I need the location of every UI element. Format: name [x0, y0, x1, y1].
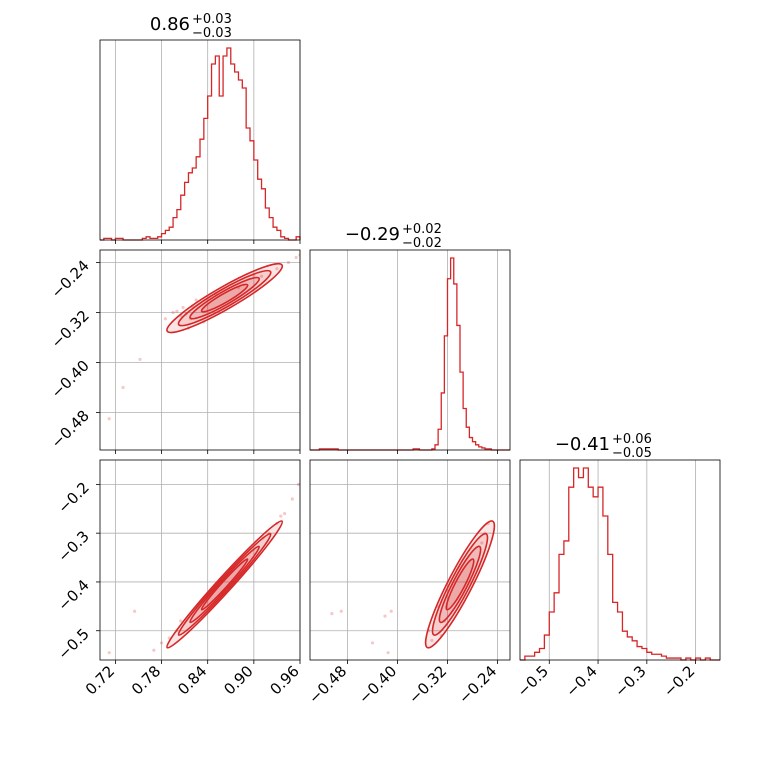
pair-contour-1-2-3: [445, 558, 475, 611]
x-tick-label-0-0: 0.72: [82, 662, 118, 698]
pair-point-1-2-1: [339, 609, 343, 613]
x-tick-label-1-2: −0.32: [405, 662, 450, 707]
y-tick-label-1-2: −0.32: [48, 307, 93, 352]
pair-point-0-1-2: [175, 309, 179, 313]
y-tick-label-2-1: −0.4: [54, 576, 92, 614]
hist-frame-1: [309, 249, 511, 451]
y-tick-label-1-3: −0.24: [48, 257, 93, 302]
pair-point-1-2-9: [480, 541, 484, 545]
pair-contour-0-1-0: [166, 262, 284, 334]
pair-point-1-2-12: [386, 651, 390, 655]
pair-point-0-1-19: [259, 274, 264, 278]
pair-panel-1-2: [309, 459, 511, 664]
pair-point-0-2-13: [279, 514, 283, 518]
hist-grid-1: [347, 250, 498, 450]
pair-point-0-1-11: [171, 310, 175, 315]
pair-point-0-2-10: [133, 609, 137, 613]
pair-contour-0-1-3: [200, 283, 249, 313]
x-tick-label-2-2: −0.3: [611, 662, 649, 700]
pair-point-0-2-9: [107, 651, 111, 655]
pair-panel-0-1: [99, 249, 301, 454]
pair-point-0-2-8: [152, 648, 156, 652]
pair-point-0-1-10: [163, 317, 167, 321]
pair-point-0-1-14: [107, 417, 111, 421]
hist-title-upper-1: +0.02: [402, 222, 442, 237]
pair-grid-0-2: [100, 460, 301, 660]
x-tick-label-0-4: 0.96: [266, 662, 302, 698]
x-tick-label-0-3: 0.90: [220, 662, 256, 698]
pair-point-0-2-3: [290, 497, 294, 501]
hist-title-lower-2: −0.05: [612, 446, 652, 461]
pair-panel-0-2: [99, 459, 301, 664]
hist-panel-2: −0.41 +0.06−0.05: [519, 432, 721, 664]
pair-frame-0-1: [99, 249, 301, 451]
x-tick-label-0-1: 0.78: [128, 662, 164, 698]
pair-grid-1-2: [310, 460, 510, 660]
y-tick-label-2-2: −0.3: [54, 527, 92, 565]
x-tick-label-2-0: −0.5: [514, 662, 552, 700]
pair-point-0-2-7: [159, 641, 164, 645]
x-tick-label-1-1: −0.40: [355, 662, 400, 707]
pair-contour-1-2-0: [424, 520, 496, 649]
pair-point-0-1-6: [286, 260, 291, 265]
pair-point-1-2-3: [389, 609, 393, 613]
pair-point-0-1-13: [121, 385, 125, 390]
pair-point-0-1-9: [138, 357, 142, 361]
hist-step-1: [310, 257, 510, 451]
hist-title-lower-1: −0.02: [402, 236, 442, 251]
hist-panel-0: 0.86 +0.03−0.03: [99, 12, 301, 244]
pair-point-1-2-13: [370, 641, 375, 645]
y-tick-label-1-1: −0.40: [48, 357, 93, 402]
pair-frame-0-2: [99, 459, 301, 661]
x-tick-label-1-3: −0.24: [455, 662, 500, 707]
hist-panel-1: −0.29 +0.02−0.02: [309, 222, 511, 454]
hist-title-value-0: 0.86: [150, 14, 190, 35]
y-tick-label-1-0: −0.48: [48, 407, 93, 452]
pair-point-0-2-11: [179, 619, 183, 623]
pair-point-0-1-12: [181, 305, 185, 310]
pair-contour-0-1-2: [189, 276, 261, 320]
pair-point-1-2-0: [330, 612, 334, 616]
pair-point-0-1-7: [294, 255, 298, 260]
pair-content-0-1: [107, 253, 300, 421]
hist-title-upper-0: +0.03: [192, 12, 232, 27]
pair-point-0-2-2: [283, 512, 287, 516]
y-tick-label-2-3: −0.2: [54, 478, 92, 516]
pair-point-0-1-21: [194, 298, 198, 302]
pair-point-1-2-5: [430, 638, 434, 643]
hist-title-value-2: −0.41: [555, 434, 610, 455]
x-tick-label-2-1: −0.4: [562, 662, 600, 700]
hist-grid-0: [114, 40, 301, 240]
x-tick-label-0-2: 0.84: [174, 662, 210, 698]
hist-frame-0: [99, 39, 301, 241]
x-tick-label-2-3: −0.2: [660, 662, 698, 700]
pair-contour-0-2-3: [200, 558, 249, 611]
pair-point-0-1-5: [275, 267, 279, 271]
pair-frame-1-2: [309, 459, 511, 661]
pair-contour-0-2-2: [189, 545, 261, 624]
y-tick-label-2-0: −0.5: [54, 625, 92, 663]
hist-title-upper-2: +0.06: [612, 432, 652, 447]
pair-contour-0-2-0: [166, 520, 284, 649]
pair-content-1-2: [330, 520, 496, 655]
hist-step-0: [100, 47, 301, 241]
hist-frame-2: [519, 459, 721, 661]
pair-point-0-2-4: [296, 482, 300, 486]
hist-step-2: [520, 467, 720, 661]
hist-title-lower-0: −0.03: [192, 26, 232, 41]
pair-point-1-2-2: [383, 614, 387, 618]
pair-content-0-2: [107, 482, 300, 655]
hist-title-value-1: −0.29: [345, 224, 400, 245]
pair-contour-1-2-2: [438, 545, 482, 624]
x-tick-label-1-0: −0.48: [305, 662, 350, 707]
